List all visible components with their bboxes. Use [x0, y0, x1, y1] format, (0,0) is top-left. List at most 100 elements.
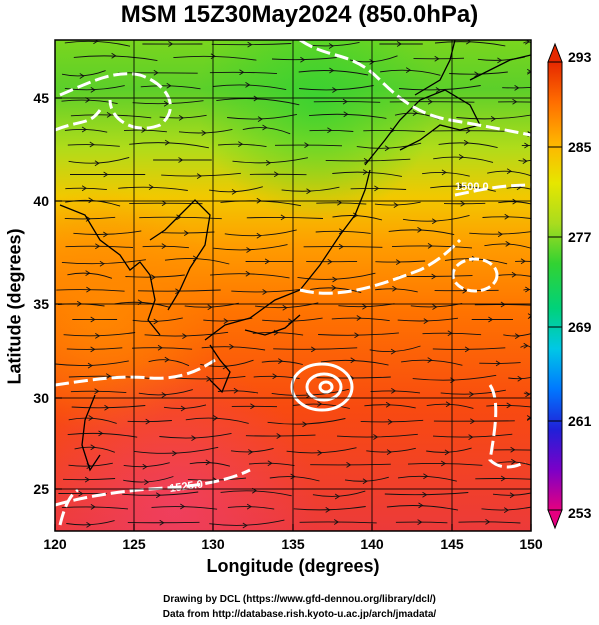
x-tick-label: 120	[43, 536, 67, 552]
streamline-arrow	[329, 67, 335, 74]
streamline-arrow	[462, 287, 468, 294]
streamline-arrow	[196, 173, 202, 179]
streamline-arrow	[245, 270, 251, 277]
streamline-arrow	[362, 303, 368, 310]
streamline-arrow	[163, 100, 169, 107]
grid-lines	[55, 40, 531, 531]
colorbar-max-triangle	[547, 42, 563, 63]
streamline-arrow	[205, 459, 211, 466]
streamline-arrow	[331, 285, 337, 291]
streamline-arrow	[246, 503, 252, 510]
streamline-arrow	[387, 419, 393, 425]
streamline-arrow	[104, 404, 110, 411]
streamline-arrow	[369, 59, 375, 65]
streamline-arrow	[273, 171, 280, 178]
y-tick-label: 30	[33, 390, 49, 406]
streamline-arrow	[229, 343, 235, 350]
streamline-arrow	[362, 478, 368, 485]
streamline-arrow	[423, 473, 429, 480]
streamline-arrow	[417, 519, 423, 525]
x-tick-label: 125	[122, 536, 146, 552]
streamline-arrow	[247, 41, 253, 48]
streamline-arrow	[180, 503, 186, 510]
streamline-arrow	[94, 388, 100, 395]
streamline-arrow	[242, 522, 248, 529]
cyclone-contours	[290, 257, 499, 412]
streamline-arrow	[356, 315, 362, 321]
streamline-arrow	[362, 169, 368, 175]
streamline-arrow	[161, 200, 167, 207]
streamline-arrow	[90, 444, 96, 451]
streamline-arrow	[78, 490, 84, 497]
x-tick-label: 145	[440, 536, 464, 552]
colorbar: 293 285 277 269 261 253	[547, 42, 592, 530]
streamline-arrow	[238, 141, 244, 147]
streamline-arrow	[159, 519, 165, 526]
streamline-arrow	[182, 333, 188, 339]
streamline-arrow	[106, 112, 112, 118]
streamline-arrow	[256, 232, 262, 239]
streamline-arrow	[90, 504, 96, 510]
streamline-arrow	[85, 216, 91, 222]
x-axis-label: Longitude (degrees)	[206, 556, 380, 576]
streamline-arrow	[505, 241, 511, 247]
streamline-arrow	[427, 357, 433, 363]
data-credit: Data from http://database.rish.kyoto-u.a…	[162, 609, 437, 620]
streamline-arrow	[155, 492, 162, 499]
x-axis: 120 125 130 135 140 145 150	[43, 524, 543, 552]
streamline-arrow	[148, 184, 154, 190]
streamline-arrow	[514, 85, 520, 91]
streamline-arrow	[342, 98, 348, 105]
streamline-arrow	[280, 214, 286, 221]
colorbar-label: 293	[568, 49, 592, 65]
streamline-arrow	[87, 362, 93, 369]
streamline-arrow	[300, 56, 306, 63]
streamline-arrow	[142, 463, 148, 470]
streamline-arrow	[488, 316, 494, 323]
streamline-arrow	[248, 449, 254, 455]
streamline-arrow	[511, 458, 517, 465]
streamline-arrow	[264, 258, 270, 265]
streamline-arrow	[474, 71, 480, 78]
streamline-arrow	[231, 189, 237, 195]
streamline-arrow	[524, 142, 530, 149]
streamline-arrow	[510, 446, 516, 453]
streamline-arrow	[304, 142, 310, 148]
streamline-arrow	[458, 154, 464, 160]
streamline-arrow	[327, 258, 333, 265]
streamline-arrow	[178, 115, 184, 121]
streamline-arrow	[239, 69, 245, 76]
streamline-arrow	[511, 271, 517, 278]
streamline-arrow	[317, 450, 323, 456]
streamline-arrow	[418, 502, 424, 509]
streamline-arrow	[395, 259, 402, 265]
streamline-arrow	[103, 171, 109, 178]
streamline-arrow	[282, 304, 288, 311]
x-tick-label: 140	[360, 536, 384, 552]
streamline-arrow	[465, 127, 471, 134]
streamline-arrow	[328, 43, 334, 49]
streamline-arrow	[504, 213, 510, 220]
streamline-arrow	[417, 227, 423, 233]
streamline-arrow	[512, 98, 518, 105]
streamline-arrow	[373, 434, 379, 440]
streamline-arrow	[302, 421, 308, 428]
streamline-arrow	[465, 40, 472, 45]
streamline-arrow	[317, 401, 323, 407]
y-tick-label: 40	[33, 193, 49, 209]
contour-label-1500: 1500.0	[455, 181, 489, 193]
coastlines	[59, 40, 531, 472]
streamline-arrow	[354, 332, 360, 339]
contour-label-1525: 1525.0	[169, 478, 204, 495]
streamline-arrow	[468, 434, 474, 440]
streamline-arrow	[526, 415, 531, 421]
streamline-arrow	[206, 376, 212, 382]
streamline-arrow	[332, 276, 338, 283]
streamline-arrow	[245, 82, 251, 88]
streamline-arrow	[276, 433, 282, 439]
streamline-arrow	[257, 116, 263, 122]
streamline-arrow	[168, 41, 174, 47]
chart-title: MSM 15Z30May2024 (850.0hPa)	[120, 1, 479, 28]
streamline-arrow	[105, 373, 112, 379]
colorbar-min-triangle	[547, 509, 563, 530]
